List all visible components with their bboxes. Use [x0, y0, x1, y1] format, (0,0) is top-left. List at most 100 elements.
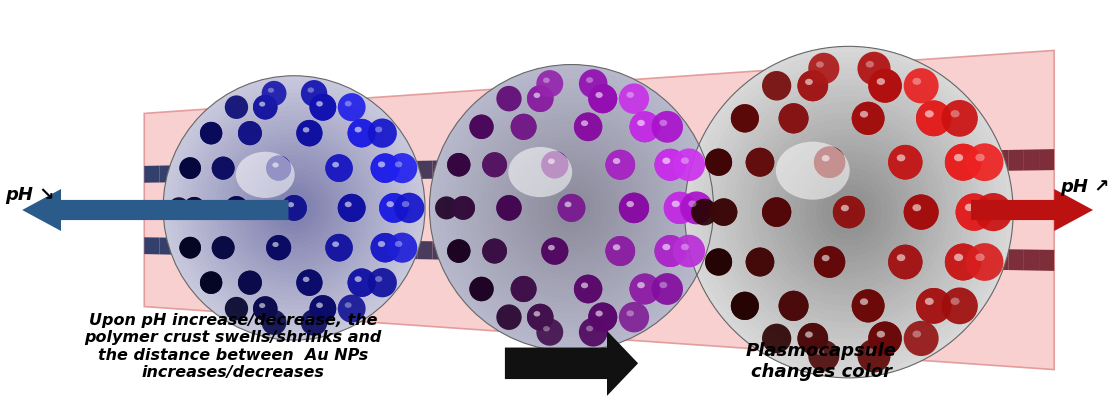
- Polygon shape: [979, 249, 993, 270]
- Ellipse shape: [868, 69, 902, 103]
- Ellipse shape: [773, 135, 925, 289]
- Ellipse shape: [664, 192, 696, 224]
- Ellipse shape: [816, 349, 824, 355]
- Ellipse shape: [447, 239, 470, 263]
- Polygon shape: [857, 247, 872, 268]
- Ellipse shape: [809, 340, 839, 371]
- Ellipse shape: [619, 193, 650, 223]
- Ellipse shape: [860, 298, 868, 305]
- Ellipse shape: [945, 144, 981, 181]
- Ellipse shape: [925, 110, 934, 118]
- Ellipse shape: [533, 311, 540, 317]
- Ellipse shape: [662, 158, 670, 164]
- Ellipse shape: [654, 235, 687, 267]
- Ellipse shape: [402, 201, 409, 207]
- Ellipse shape: [904, 321, 939, 356]
- Polygon shape: [903, 152, 917, 172]
- Ellipse shape: [866, 348, 874, 355]
- Polygon shape: [645, 156, 660, 176]
- Ellipse shape: [660, 120, 668, 126]
- Ellipse shape: [606, 150, 635, 180]
- Ellipse shape: [263, 177, 325, 239]
- Ellipse shape: [652, 273, 683, 305]
- Ellipse shape: [316, 302, 323, 308]
- Ellipse shape: [355, 127, 362, 132]
- Polygon shape: [432, 160, 448, 179]
- Ellipse shape: [501, 136, 643, 280]
- Ellipse shape: [955, 194, 992, 231]
- Ellipse shape: [272, 186, 316, 230]
- Ellipse shape: [541, 237, 568, 265]
- Ellipse shape: [588, 84, 617, 113]
- Ellipse shape: [297, 270, 323, 296]
- Ellipse shape: [338, 93, 365, 121]
- Polygon shape: [159, 165, 175, 183]
- Ellipse shape: [984, 204, 993, 211]
- Ellipse shape: [375, 276, 382, 282]
- Ellipse shape: [267, 235, 291, 260]
- Polygon shape: [372, 161, 386, 180]
- Ellipse shape: [237, 121, 262, 145]
- Ellipse shape: [194, 107, 394, 309]
- Ellipse shape: [444, 79, 699, 337]
- Ellipse shape: [858, 52, 890, 85]
- Ellipse shape: [800, 163, 898, 262]
- Polygon shape: [917, 248, 933, 269]
- Ellipse shape: [868, 321, 902, 355]
- Ellipse shape: [588, 302, 617, 332]
- Ellipse shape: [469, 115, 494, 139]
- Ellipse shape: [712, 74, 986, 350]
- Ellipse shape: [877, 78, 885, 85]
- Polygon shape: [144, 165, 159, 183]
- Polygon shape: [342, 240, 356, 258]
- Ellipse shape: [841, 205, 849, 211]
- Ellipse shape: [347, 268, 376, 297]
- Ellipse shape: [552, 189, 590, 227]
- Polygon shape: [766, 154, 782, 174]
- Ellipse shape: [868, 321, 902, 355]
- Ellipse shape: [734, 96, 964, 328]
- Ellipse shape: [333, 241, 339, 247]
- Ellipse shape: [696, 58, 1002, 367]
- Ellipse shape: [539, 174, 605, 241]
- Polygon shape: [948, 151, 963, 172]
- Ellipse shape: [451, 196, 475, 220]
- Ellipse shape: [228, 142, 360, 274]
- Ellipse shape: [731, 104, 759, 132]
- Polygon shape: [386, 161, 402, 179]
- Ellipse shape: [954, 254, 963, 261]
- Ellipse shape: [524, 160, 619, 256]
- Polygon shape: [326, 162, 342, 180]
- Ellipse shape: [281, 195, 307, 221]
- Polygon shape: [493, 159, 508, 178]
- Ellipse shape: [564, 202, 571, 207]
- Ellipse shape: [662, 244, 670, 250]
- Ellipse shape: [596, 92, 603, 98]
- Polygon shape: [418, 160, 432, 179]
- Ellipse shape: [916, 288, 951, 324]
- Ellipse shape: [259, 303, 265, 308]
- Ellipse shape: [451, 196, 475, 220]
- Ellipse shape: [841, 205, 849, 211]
- Ellipse shape: [491, 127, 652, 289]
- Ellipse shape: [447, 153, 470, 176]
- Ellipse shape: [277, 190, 311, 226]
- Ellipse shape: [814, 246, 846, 278]
- Polygon shape: [296, 239, 311, 257]
- Ellipse shape: [505, 141, 637, 275]
- Ellipse shape: [954, 154, 963, 161]
- Ellipse shape: [176, 89, 412, 327]
- Ellipse shape: [689, 200, 697, 207]
- Ellipse shape: [778, 291, 809, 321]
- Ellipse shape: [511, 114, 536, 140]
- Ellipse shape: [463, 98, 680, 318]
- Ellipse shape: [225, 196, 249, 220]
- Ellipse shape: [629, 111, 660, 142]
- Ellipse shape: [326, 154, 353, 182]
- Ellipse shape: [259, 173, 329, 243]
- Ellipse shape: [288, 202, 295, 207]
- Polygon shape: [463, 160, 478, 178]
- Ellipse shape: [629, 273, 660, 304]
- Ellipse shape: [355, 127, 362, 132]
- Polygon shape: [963, 150, 979, 171]
